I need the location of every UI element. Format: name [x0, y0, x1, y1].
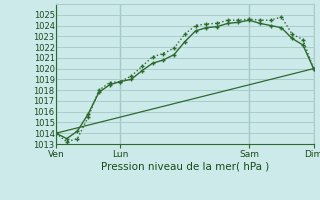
X-axis label: Pression niveau de la mer( hPa ): Pression niveau de la mer( hPa ): [101, 161, 269, 171]
